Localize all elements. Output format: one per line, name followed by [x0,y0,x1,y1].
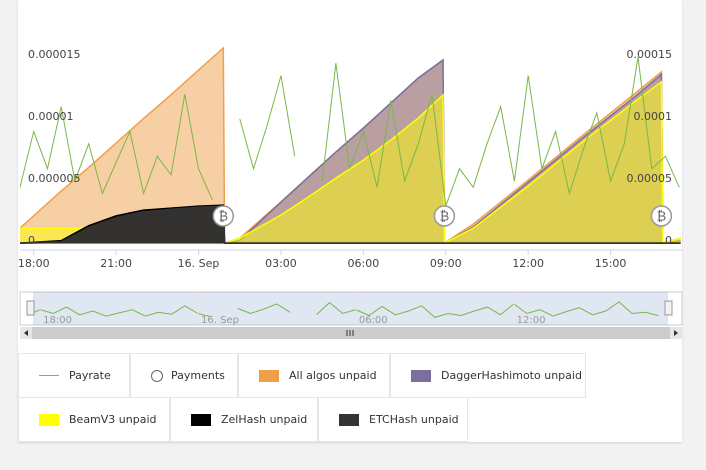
area-line [20,205,681,244]
y2-tick-label: 0.00015 [627,48,673,61]
legend-item[interactable]: DaggerHashimoto unpaid [390,353,586,398]
payment-marker: ₿ [212,205,235,227]
payrate-line [20,56,680,207]
legend-swatch [39,375,59,376]
arrow-right [674,330,678,336]
x-tick-label: 15:00 [595,257,627,270]
legend-label: BeamV3 unpaid [69,413,157,426]
y2-tick-label: 0 [665,234,672,247]
x-tick-label: 21:00 [100,257,132,270]
payment-marker: ₿ [650,205,673,227]
x-tick-label: 06:00 [348,257,380,270]
x-tick-label: 12:00 [512,257,544,270]
area-line [20,58,681,245]
navigator-line [26,301,659,318]
legend-label: Payrate [69,369,111,382]
payment-symbol: ₿ [657,210,667,225]
y2-tick-label: 0.0001 [634,110,673,123]
chart: 0 0.000005 0.00001 0.000015 0 0.00005 0.0001 0.… [18,46,683,339]
legend-swatch [39,413,59,426]
legend-item[interactable]: ETCHash unpaid [318,397,468,442]
y-tick-label: 0 [28,234,35,247]
x-tick-label: 18:00 [18,257,50,270]
plot-area [20,46,681,245]
navigator-tick-label: 18:00 [43,315,72,326]
legend-swatch [191,413,211,426]
x-tick-label: 09:00 [430,257,462,270]
payment-symbol: ₿ [218,210,228,225]
navigator-series [26,301,659,318]
area-fill [20,81,681,244]
navigator-tick-label: 16. Sep [201,315,239,326]
navigator-tick-label: 06:00 [359,315,388,326]
legend-swatch [259,369,279,382]
navigator-tick-label: 12:00 [517,315,546,326]
area-fill [20,206,681,244]
y-tick-label: 0.000015 [28,48,81,61]
legend-label: DaggerHashimoto unpaid [441,369,582,382]
y2-tick-label: 0.00005 [627,172,673,185]
legend-label: Payments [171,369,225,382]
scrollbar-grip [346,330,354,336]
legend-item[interactable]: Payrate [18,353,130,398]
y-tick-label: 0.00001 [28,110,74,123]
x-tick-label: 03:00 [265,257,297,270]
legend-item[interactable]: All algos unpaid [238,353,390,398]
legend-label: ZelHash unpaid [221,413,308,426]
payment-circle [433,205,456,227]
legend-label: All algos unpaid [289,369,377,382]
navigator-handle[interactable] [26,300,35,316]
payment-symbol: ₿ [440,210,450,225]
x-tick-label: 16. Sep [178,257,220,270]
navigator [19,291,683,326]
legend-item[interactable]: ZelHash unpaid [170,397,318,442]
legend-item[interactable]: BeamV3 unpaid [18,397,170,442]
legend-swatch [411,369,431,382]
legend-swatch [339,413,359,426]
legend-label: ETCHash unpaid [369,413,459,426]
arrow-left [24,330,28,336]
y-tick-label: 0.000005 [28,172,81,185]
navigator-handle[interactable] [664,300,673,316]
payment-marker: ₿ [433,205,456,227]
navigator-selection[interactable] [33,292,668,325]
payment-circle [212,205,235,227]
legend-swatch [151,369,163,382]
scrollbar-thumb[interactable] [32,327,670,339]
payment-circle [650,205,673,227]
legend-item[interactable]: Payments [130,353,238,398]
